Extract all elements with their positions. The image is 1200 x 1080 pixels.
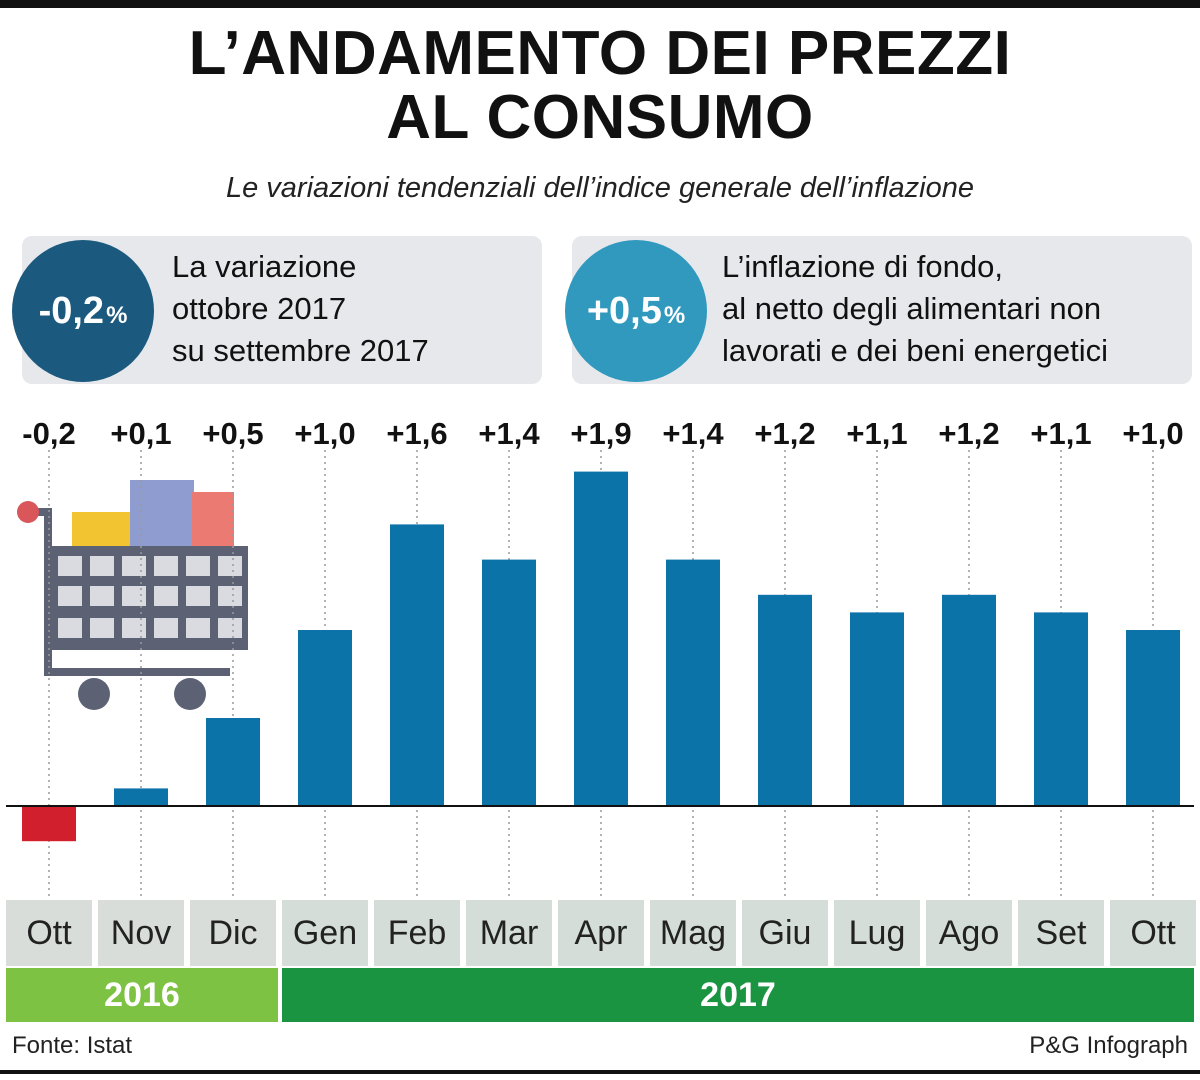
bar-giu-8 <box>758 594 812 806</box>
month-label: Lug <box>834 900 920 966</box>
title-line-2: AL CONSUMO <box>386 83 814 152</box>
bars-group <box>22 471 1180 842</box>
bar-set-11 <box>1034 612 1088 806</box>
month-label: Gen <box>282 900 368 966</box>
bar-ott-0 <box>22 806 76 842</box>
value-label: +1,2 <box>754 416 815 451</box>
value-label: +1,0 <box>1122 416 1183 451</box>
source-note: Fonte: Istat <box>12 1032 133 1059</box>
value-label: +1,9 <box>570 416 631 451</box>
bar-ago-10 <box>942 594 996 806</box>
core-inflation-text: L’inflazione di fondo, al netto degli al… <box>722 246 1108 372</box>
month-label: Mag <box>650 900 736 966</box>
value-label: +0,1 <box>110 416 171 451</box>
core-inflation-line: al netto degli alimentari non <box>722 291 1102 326</box>
bar-ott-12 <box>1126 630 1180 806</box>
value-label: +1,0 <box>294 416 355 451</box>
title-line-1: L’ANDAMENTO DEI PREZZI <box>188 19 1012 88</box>
monthly-change-line: su settembre 2017 <box>172 333 429 368</box>
core-inflation-value: +0,5 <box>586 289 662 332</box>
bar-lug-9 <box>850 612 904 806</box>
month-label: Ott <box>6 900 92 966</box>
monthly-change-badge: -0,2% <box>12 240 154 382</box>
core-inflation-line: L’inflazione di fondo, <box>722 249 1003 284</box>
page-title: L’ANDAMENTO DEI PREZZI AL CONSUMO <box>0 22 1200 150</box>
month-label: Feb <box>374 900 460 966</box>
month-label: Ago <box>926 900 1012 966</box>
subtitle: Le variazioni tendenziali dell’indice ge… <box>225 172 975 204</box>
year-band-2016: 2016 <box>6 968 278 1022</box>
core-inflation-badge: +0,5% <box>565 240 707 382</box>
value-label: -0,2 <box>22 416 75 451</box>
bar-mag-7 <box>666 559 720 806</box>
shopping-cart-icon <box>17 480 248 710</box>
month-label: Ott <box>1110 900 1196 966</box>
value-labels-group: -0,2 +0,1 +0,5 +1,0 +1,6 +1,4 +1,9 +1,4 +1,2 +1,1… <box>22 416 1183 451</box>
core-inflation-line: lavorati e dei beni energetici <box>722 333 1109 368</box>
bar-apr-6 <box>574 471 628 806</box>
bar-mar-5 <box>482 559 536 806</box>
monthly-change-line: ottobre 2017 <box>172 291 347 326</box>
bottom-rule <box>0 1070 1200 1074</box>
top-rule <box>0 0 1200 8</box>
credit-note: P&G Infograph <box>1029 1032 1188 1059</box>
bar-dic-2 <box>206 718 260 806</box>
bar-feb-4 <box>390 524 444 806</box>
bar-nov-1 <box>114 788 168 806</box>
monthly-change-text: La variazione ottobre 2017 su settembre … <box>172 246 429 372</box>
month-label: Mar <box>466 900 552 966</box>
bar-gen-3 <box>298 630 352 806</box>
monthly-change-value: -0,2 <box>38 289 105 332</box>
value-label: +0,5 <box>202 416 263 451</box>
monthly-change-line: La variazione <box>172 249 357 284</box>
month-label: Set <box>1018 900 1104 966</box>
month-label: Apr <box>558 900 644 966</box>
value-label: +1,1 <box>846 416 907 451</box>
value-label: +1,1 <box>1030 416 1091 451</box>
year-band-2017: 2017 <box>282 968 1194 1022</box>
value-label: +1,4 <box>662 416 724 451</box>
value-label: +1,4 <box>478 416 540 451</box>
value-label: +1,2 <box>938 416 999 451</box>
value-label: +1,6 <box>386 416 447 451</box>
month-label: Dic <box>190 900 276 966</box>
month-label: Nov <box>98 900 184 966</box>
monthly-change-unit: % <box>106 302 128 329</box>
core-inflation-unit: % <box>663 302 686 329</box>
inflation-bar-chart: -0,2 +0,1 +0,5 +1,0 +1,6 +1,4 +1,9 +1,4 +1,2 +1,1… <box>6 416 1194 898</box>
month-label: Giu <box>742 900 828 966</box>
